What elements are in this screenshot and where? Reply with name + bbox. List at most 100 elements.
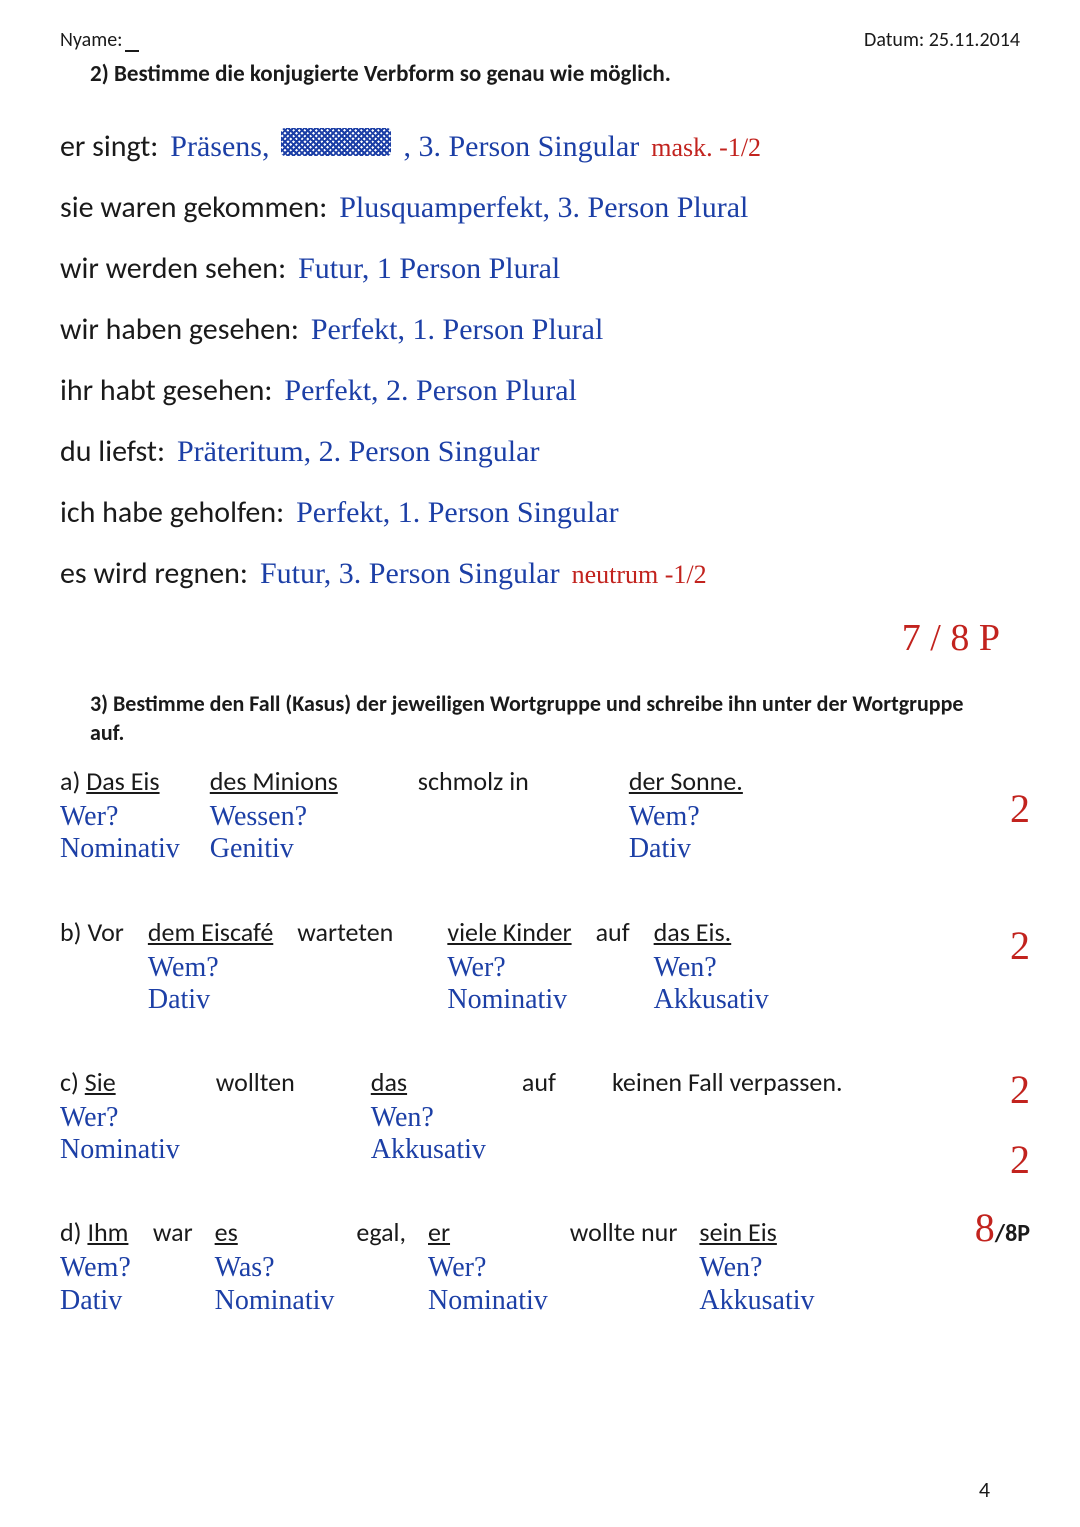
q2-row: ihr habt gesehen: Perfekt, 2. Person Plu… [60,372,1020,409]
hand-case: Genitiv [210,833,338,865]
sentence-a: a) Das Eis Wer? Nominativ des Minions We… [60,765,1020,865]
score-a: 2 [1010,785,1030,832]
token: das Wen? Akkusativ [371,1066,486,1166]
hand-case: Akkusativ [371,1134,486,1166]
hand-question: Wer? [428,1252,548,1284]
score-c: 2 [1010,1066,1030,1113]
token: keinen Fall verpassen. [612,1066,843,1098]
hand-case: Dativ [629,833,743,865]
sentence-label: b) Vor [60,916,124,948]
score-d-suffix: /8P [995,1219,1030,1248]
sentence-label: a) Das Eis [60,765,180,797]
score-d-wrap: 8/8P [975,1204,1030,1251]
token: egal, [356,1216,406,1248]
q2-list: er singt: Präsens, , 3. Person Singular … [60,128,1020,660]
header-row: Nyame: Datum: 25.11.2014 [60,28,1020,52]
token: b) Vor [60,916,124,948]
word: das [371,1066,486,1098]
date-field: Datum: 25.11.2014 [864,28,1020,52]
sentence-row: d) Ihm Wem? Dativ war es Was? Nominativ … [60,1216,1020,1316]
q2-red-note: mask. -1/2 [651,133,761,163]
q3-heading: 3) Bestimme den Fall (Kasus) der jeweili… [90,690,970,747]
q2-prompt: ihr habt gesehen: [60,372,272,409]
q2-prompt: wir haben gesehen: [60,311,299,348]
token: des Minions Wessen? Genitiv [210,765,338,865]
token: wollten [216,1066,295,1098]
token: auf [596,916,630,948]
word: er [428,1216,548,1248]
q2-row: sie waren gekommen: Plusquamperfekt, 3. … [60,189,1020,226]
word: keinen Fall verpassen. [612,1066,843,1098]
q3-block: a) Das Eis Wer? Nominativ des Minions We… [60,765,1020,1317]
hand-question: Wer? [60,1102,180,1134]
score-d: 8 [975,1205,995,1250]
q2-answer: Plusquamperfekt, 3. Person Plural [339,191,748,225]
word: das Eis. [654,916,769,948]
hand-question: Wen? [699,1252,814,1284]
q2-row: wir haben gesehen: Perfekt, 1. Person Pl… [60,311,1020,348]
page: Nyame: Datum: 25.11.2014 2) Bestimme die… [0,0,1080,1527]
date-label: Datum: [864,28,924,52]
token: das Eis. Wen? Akkusativ [654,916,769,1016]
q2-answer: Perfekt, 2. Person Plural [284,374,576,408]
token: es Was? Nominativ [215,1216,335,1316]
q2-total-score: 7 / 8 P [902,617,1000,659]
q2-prompt: ich habe geholfen: [60,494,284,531]
hand-question: Wem? [629,801,743,833]
q2-red-note: neutrum -1/2 [572,560,707,590]
token: warteten [297,916,393,948]
token: schmolz in [418,765,529,797]
word: warteten [297,916,393,948]
word: wollte nur [570,1216,678,1248]
name-blank [125,50,139,52]
word: sein Eis [699,1216,814,1248]
token: c) Sie Wer? Nominativ [60,1066,180,1166]
q2-prompt: du liefst: [60,433,165,470]
sentence-row: b) Vor dem Eiscafé Wem? Dativ warteten v… [60,916,1020,1016]
hand-case: Nominativ [215,1285,335,1317]
q2-answer: Futur, 1 Person Plural [298,252,560,286]
name-label: Nyame: [60,28,123,52]
scribble-icon [281,128,391,156]
hand-question: Wer? [60,801,180,833]
token: war [153,1216,193,1248]
q2-answer: Perfekt, 1. Person Singular [296,496,618,530]
score-b: 2 [1010,922,1030,969]
token: auf [522,1066,556,1098]
date-value: 25.11.2014 [929,28,1020,52]
sentence-row: a) Das Eis Wer? Nominativ des Minions We… [60,765,1020,865]
token: a) Das Eis Wer? Nominativ [60,765,180,865]
name-field: Nyame: [60,28,139,52]
hand-case: Nominativ [447,984,571,1016]
word: wollten [216,1066,295,1098]
hand-question: Wessen? [210,801,338,833]
word: war [153,1216,193,1248]
q2-prompt: sie waren gekommen: [60,189,327,226]
token: viele Kinder Wer? Nominativ [447,916,571,1016]
token: d) Ihm Wem? Dativ [60,1216,131,1316]
q2-answer: Präteritum, 2. Person Singular [177,435,539,469]
token: der Sonne. Wem? Dativ [629,765,743,865]
hand-question: Wen? [371,1102,486,1134]
sentence-d: d) Ihm Wem? Dativ war es Was? Nominativ … [60,1216,1020,1316]
q2-prompt: wir werden sehen: [60,250,286,287]
q2-answer-before: Präsens, [170,130,269,164]
hand-case: Nominativ [428,1285,548,1317]
hand-case: Nominativ [60,833,180,865]
word: auf [522,1066,556,1098]
sentence-c: c) Sie Wer? Nominativ wollten das Wen? A… [60,1066,1020,1166]
word: egal, [356,1216,406,1248]
hand-case: Akkusativ [654,984,769,1016]
word: auf [596,916,630,948]
hand-question: Wem? [60,1252,131,1284]
hand-case: Dativ [148,984,273,1016]
q2-heading: 2) Bestimme die konjugierte Verbform so … [90,60,1020,88]
hand-case: Dativ [60,1285,131,1317]
q2-answer: Futur, 3. Person Singular [260,557,560,591]
q2-prompt: es wird regnen: [60,555,248,592]
sentence-b: b) Vor dem Eiscafé Wem? Dativ warteten v… [60,916,1020,1016]
q2-row: du liefst: Präteritum, 2. Person Singula… [60,433,1020,470]
word: es [215,1216,335,1248]
word: viele Kinder [447,916,571,948]
hand-question: Wem? [148,952,273,984]
